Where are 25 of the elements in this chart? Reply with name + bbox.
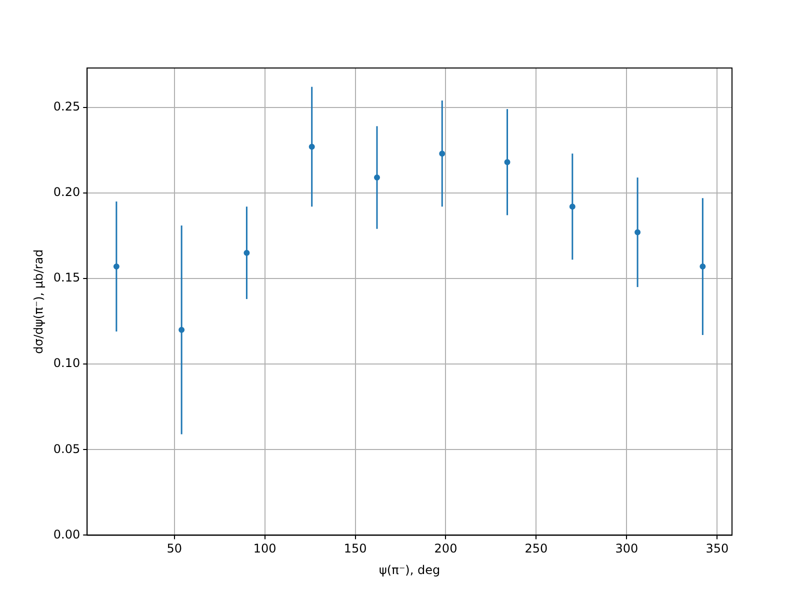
point: [439, 150, 446, 157]
point: [244, 250, 250, 256]
x-tick-label: 250: [524, 542, 548, 556]
x-tick-label: 300: [615, 542, 638, 556]
point: [374, 174, 380, 181]
point: [113, 264, 120, 270]
x-tick-label: 150: [344, 542, 367, 556]
x-tick-label: 200: [434, 542, 458, 556]
y-tick-label: 0.15: [53, 270, 80, 285]
y-tick-label: 0.20: [53, 185, 80, 200]
point: [700, 264, 706, 270]
point: [504, 159, 510, 166]
point: [634, 229, 641, 236]
point: [308, 144, 315, 150]
x-tick-label: 350: [706, 542, 729, 556]
y-axis-title: dσ/dψ(π⁻), μb/rad: [31, 249, 46, 354]
y-tick-label: 0.10: [53, 356, 80, 370]
point: [569, 204, 576, 210]
y-tick-label: 0.05: [53, 442, 80, 456]
x-tick-label: 100: [253, 542, 276, 556]
y-tick-label: 0.00: [53, 527, 80, 542]
x-tick-label: 50: [166, 542, 182, 556]
x-axis-title: ψ(π⁻), deg: [379, 562, 440, 577]
point: [178, 326, 185, 333]
y-tick-label: 0.25: [53, 99, 80, 114]
